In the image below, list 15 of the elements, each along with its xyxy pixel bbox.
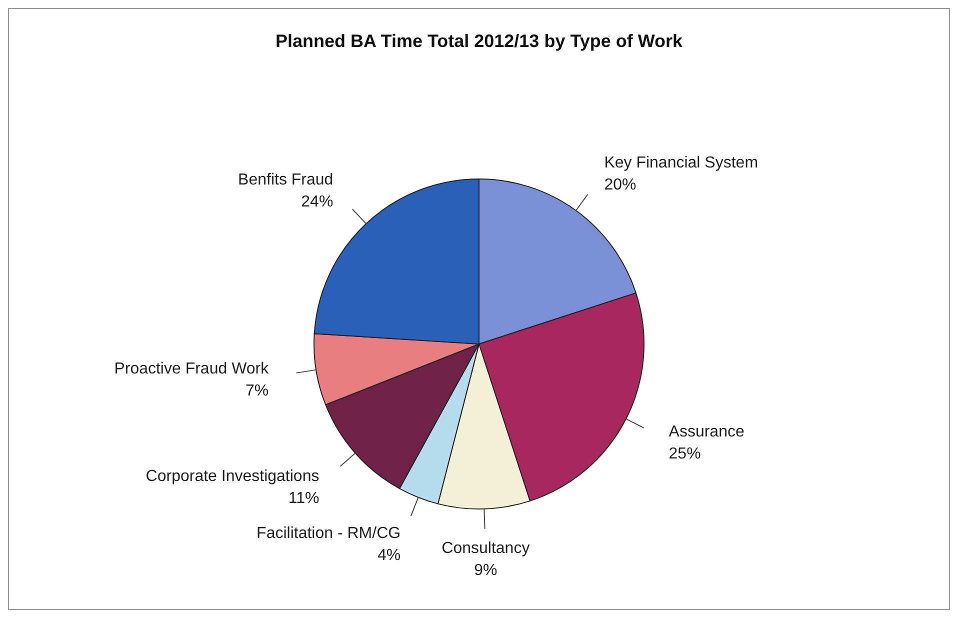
slice-label: Proactive Fraud Work [114, 360, 270, 378]
slice-label: Facilitation - RM/CG [256, 525, 401, 542]
data-label: 20% [604, 176, 636, 194]
chart-title: Planned BA Time Total 2012/13 by Type of Work [274, 30, 684, 52]
data-label: 4% [377, 547, 401, 564]
data-label: 11% [288, 490, 320, 507]
data-label: 7% [245, 382, 269, 400]
slice-label: Corporate Investigations [146, 468, 320, 485]
slice-label: Consultancy [442, 540, 530, 557]
slice-label: Assurance [668, 424, 744, 441]
slice-label: Benfits Fraud [238, 172, 334, 189]
data-label: 24% [301, 194, 334, 211]
data-label: 9% [474, 562, 498, 579]
slice-label: Key Financial System [604, 154, 758, 172]
data-label: 25% [668, 446, 701, 463]
